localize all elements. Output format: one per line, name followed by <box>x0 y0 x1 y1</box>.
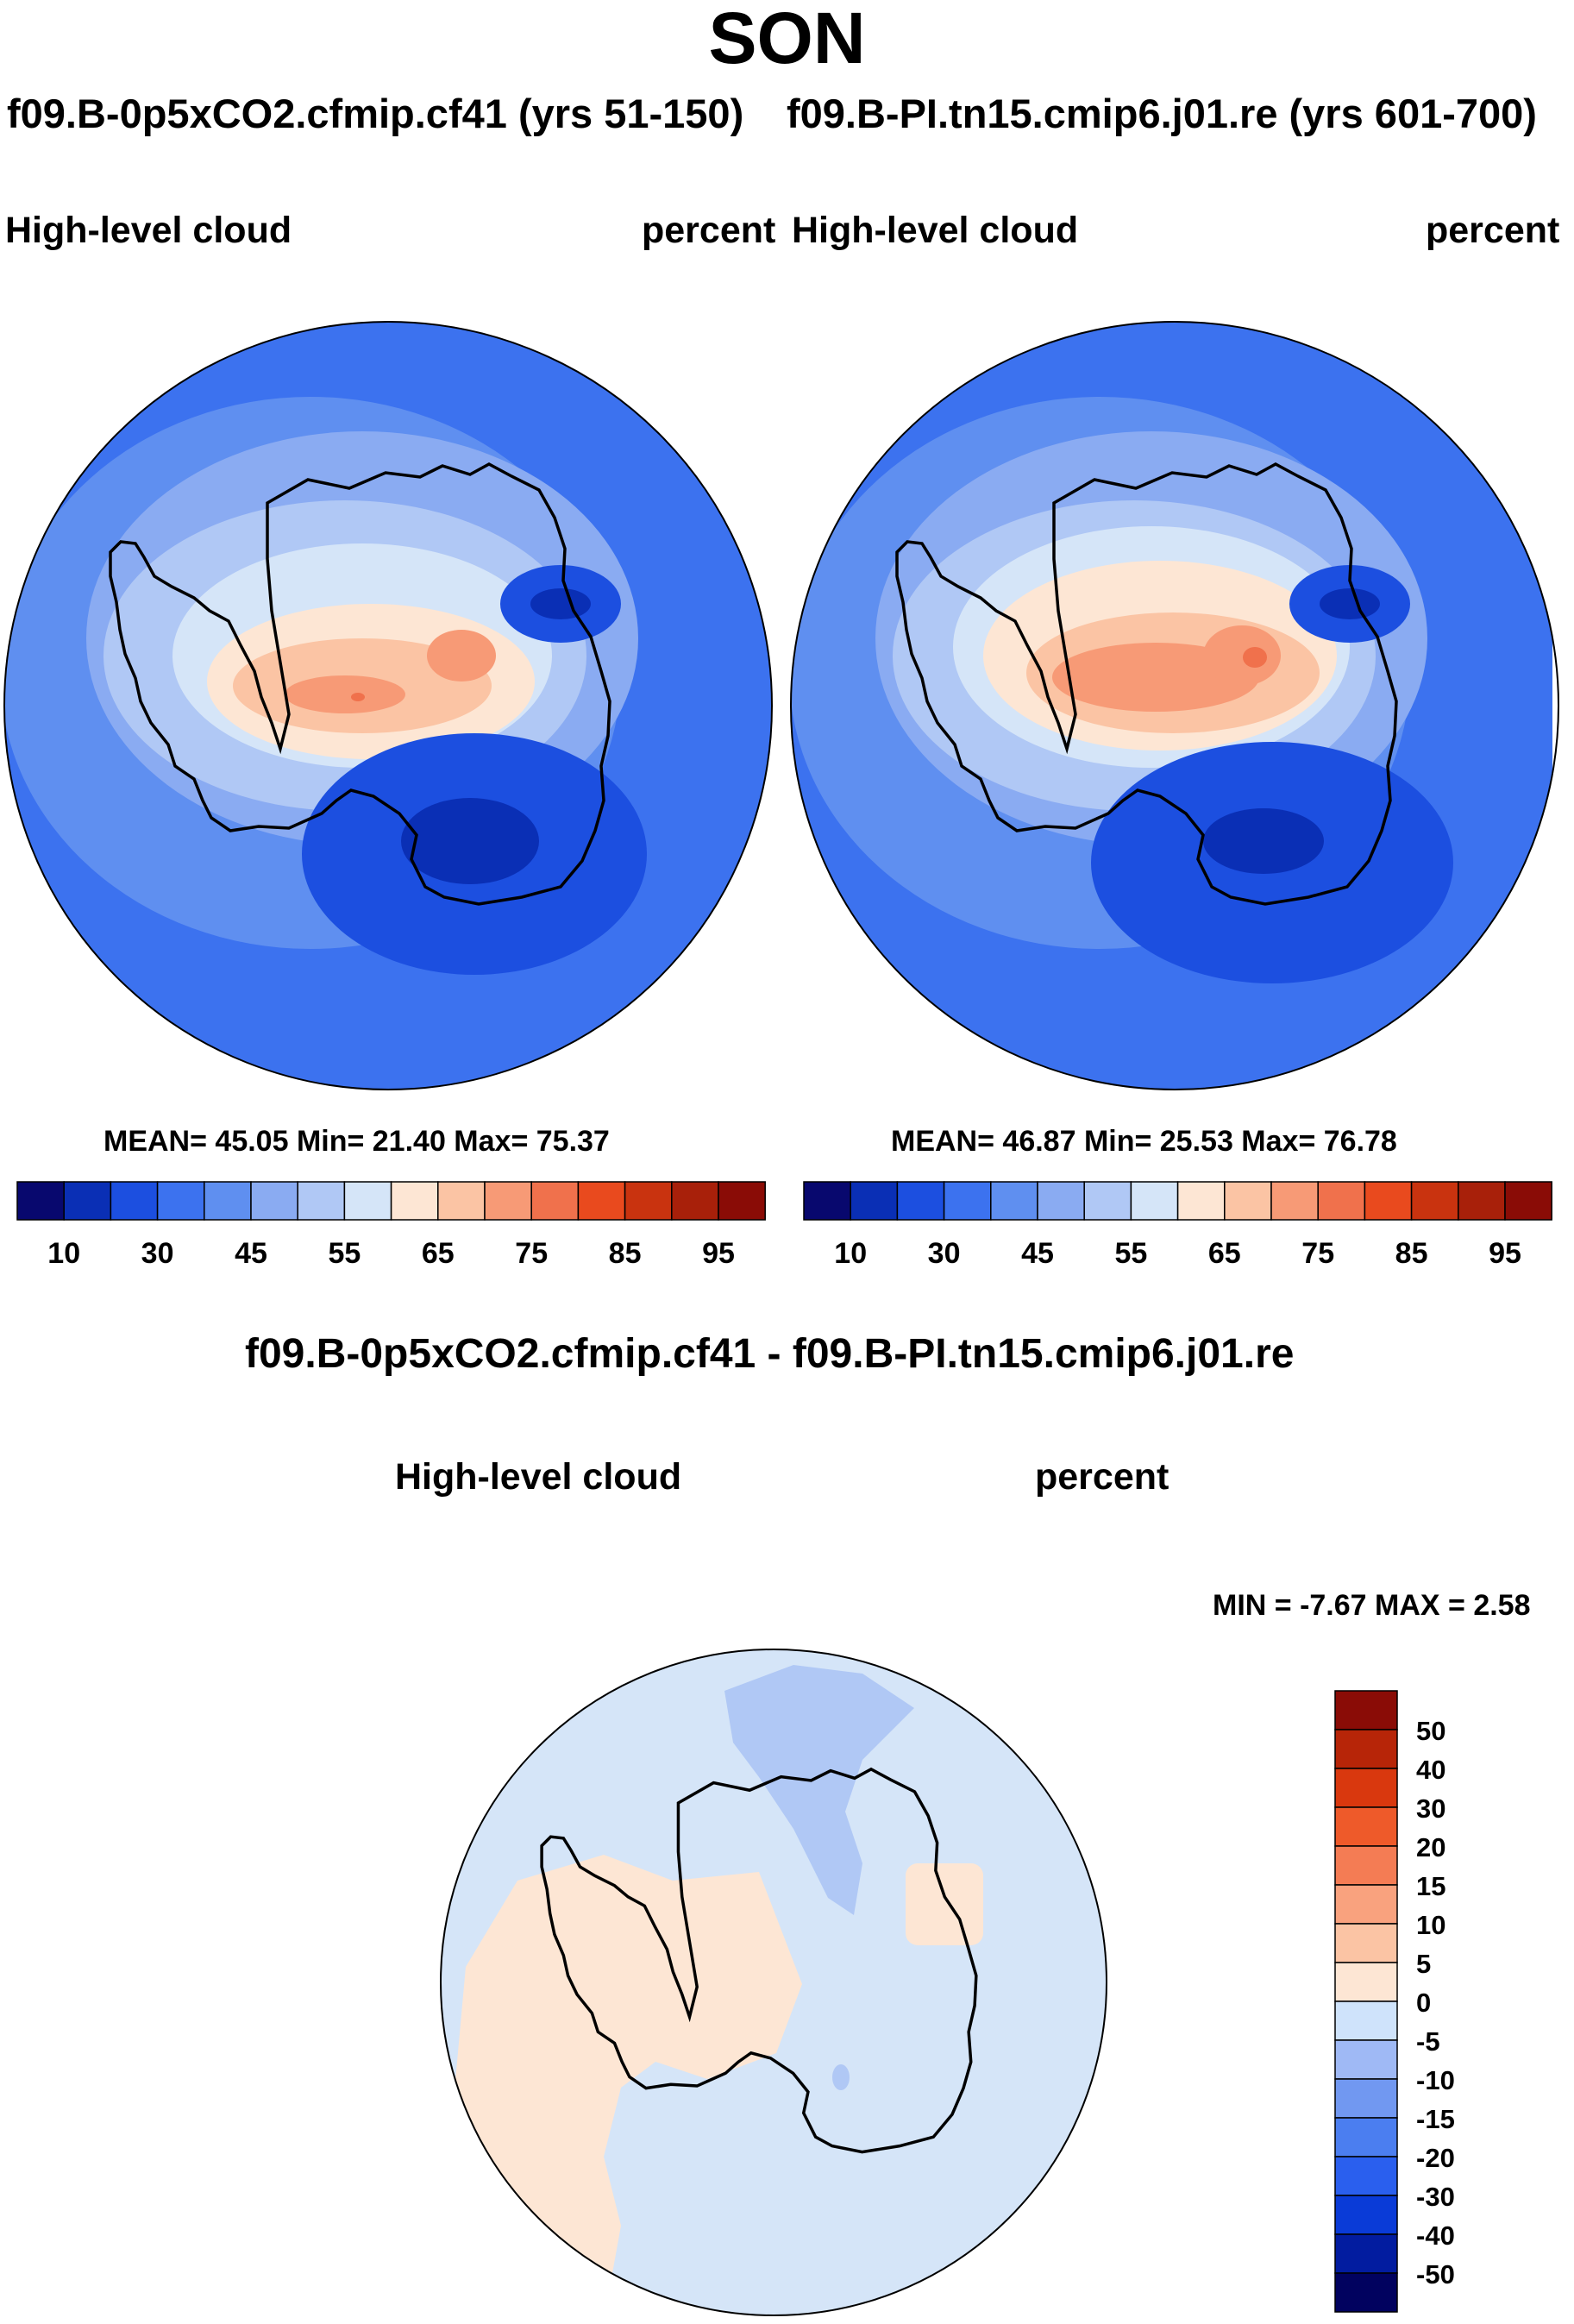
colorbar-swatch <box>1410 1181 1459 1221</box>
colorbar-tick-label: 30 <box>141 1237 174 1270</box>
colorbar-swatch <box>1334 2195 1398 2235</box>
colorbar-swatch <box>530 1181 580 1221</box>
colorbar-tick-label: 15 <box>1416 1871 1445 1901</box>
colorbar-swatch <box>943 1181 992 1221</box>
colorbar-swatch <box>63 1181 112 1221</box>
colorbar-swatch <box>204 1181 252 1221</box>
colorbar-tick-label: -40 <box>1416 2220 1455 2251</box>
colorbar-swatch <box>1334 1806 1398 1847</box>
colorbar-swatch <box>624 1181 673 1221</box>
left-case-title: f09.B-0p5xCO2.cfmip.cf41 (yrs 51-150) <box>7 91 744 136</box>
colorbar-tick-label: -30 <box>1416 2182 1455 2212</box>
colorbar-swatch <box>484 1181 532 1221</box>
right-colorbar: 10 30 45 55 65 75 85 95 <box>803 1181 1552 1270</box>
colorbar-swatch <box>896 1181 945 1221</box>
season-title: SON <box>708 0 866 79</box>
colorbar-swatch <box>1176 1181 1226 1221</box>
colorbar-swatch <box>343 1181 392 1221</box>
colorbar-tick-label: 75 <box>515 1237 548 1270</box>
colorbar-swatch <box>1334 1962 1398 2002</box>
colorbar-swatch <box>1458 1181 1506 1221</box>
colorbar-swatch <box>1334 2039 1398 2080</box>
difference-map <box>440 1649 1107 2316</box>
colorbar-swatch <box>990 1181 1038 1221</box>
colorbar-swatch <box>1334 2272 1398 2313</box>
colorbar-swatch <box>803 1181 851 1221</box>
colorbar-swatch <box>1334 1729 1398 1769</box>
colorbar-swatch <box>1130 1181 1179 1221</box>
colorbar-tick-label: 40 <box>1416 1755 1445 1785</box>
colorbar-tick-label: 55 <box>1114 1237 1147 1270</box>
colorbar-swatch <box>1334 2156 1398 2196</box>
colorbar-swatch <box>1334 1884 1398 1925</box>
colorbar-swatch <box>1334 2078 1398 2119</box>
colorbar-swatch <box>1083 1181 1132 1221</box>
colorbar-tick-label: 10 <box>1416 1910 1445 1940</box>
colorbar-swatch <box>110 1181 159 1221</box>
colorbar-tick-label: -10 <box>1416 2065 1455 2095</box>
colorbar-swatch <box>1334 1690 1398 1730</box>
left-stats: MEAN= 45.05 Min= 21.40 Max= 75.37 <box>103 1125 610 1158</box>
colorbar-swatch <box>297 1181 346 1221</box>
colorbar-tick-label: 55 <box>328 1237 361 1270</box>
colorbar-swatch <box>1364 1181 1413 1221</box>
colorbar-tick-label: 5 <box>1416 1949 1431 1979</box>
colorbar-swatch <box>437 1181 486 1221</box>
colorbar-tick-label: 85 <box>1395 1237 1428 1270</box>
left-map <box>3 321 773 1090</box>
colorbar-tick-label: 75 <box>1301 1237 1334 1270</box>
colorbar-tick-label: 0 <box>1416 1988 1431 2018</box>
colorbar-swatch <box>1334 2117 1398 2158</box>
colorbar-tick-label: 30 <box>928 1237 961 1270</box>
right-stats: MEAN= 46.87 Min= 25.53 Max= 76.78 <box>891 1125 1397 1158</box>
right-map <box>790 321 1559 1090</box>
colorbar-tick-label: 20 <box>1416 1832 1445 1862</box>
colorbar-swatch <box>1334 2233 1398 2274</box>
colorbar-swatch <box>718 1181 766 1221</box>
colorbar-tick-label: 10 <box>834 1237 867 1270</box>
colorbar-tick-label: 65 <box>422 1237 455 1270</box>
colorbar-tick-label: 50 <box>1416 1716 1445 1746</box>
colorbar-swatch <box>1334 1768 1398 1808</box>
colorbar-swatch <box>156 1181 205 1221</box>
colorbar-tick-label: 45 <box>235 1237 267 1270</box>
colorbar-swatch <box>1317 1181 1366 1221</box>
right-case-title: f09.B-PI.tn15.cmip6.j01.re (yrs 601-700) <box>787 91 1537 136</box>
colorbar-swatch <box>250 1181 298 1221</box>
colorbar-swatch <box>1504 1181 1552 1221</box>
colorbar-swatch <box>671 1181 719 1221</box>
diff-variable-label: High-level cloud <box>395 1456 682 1498</box>
colorbar-swatch <box>1270 1181 1319 1221</box>
diff-minmax: MIN = -7.67 MAX = 2.58 <box>1213 1589 1531 1622</box>
colorbar-tick-label: -5 <box>1416 2026 1440 2057</box>
colorbar-swatch <box>1334 1923 1398 1963</box>
left-units-label: percent <box>642 210 776 251</box>
colorbar-tick-label: 65 <box>1208 1237 1241 1270</box>
diff-units-label: percent <box>1035 1456 1170 1498</box>
colorbar-tick-label: 45 <box>1021 1237 1054 1270</box>
colorbar-tick-label: -50 <box>1416 2259 1455 2289</box>
colorbar-tick-label: 30 <box>1416 1793 1445 1824</box>
colorbar-swatch <box>16 1181 65 1221</box>
colorbar-swatch <box>1334 1845 1398 1886</box>
left-variable-label: High-level cloud <box>5 210 292 251</box>
colorbar-tick-label: -15 <box>1416 2104 1455 2134</box>
colorbar-swatch <box>1224 1181 1272 1221</box>
colorbar-tick-label: 95 <box>1489 1237 1521 1270</box>
colorbar-swatch <box>577 1181 626 1221</box>
left-colorbar: 10 30 45 55 65 75 85 95 <box>16 1181 766 1270</box>
colorbar-tick-label: 10 <box>47 1237 80 1270</box>
difference-title: f09.B-0p5xCO2.cfmip.cf41 - f09.B-PI.tn15… <box>245 1331 1295 1377</box>
right-variable-label: High-level cloud <box>792 210 1079 251</box>
colorbar-tick-label: 85 <box>609 1237 642 1270</box>
colorbar-tick-label: -20 <box>1416 2143 1455 2173</box>
colorbar-tick-label: 95 <box>702 1237 735 1270</box>
colorbar-swatch <box>850 1181 899 1221</box>
right-units-label: percent <box>1426 210 1560 251</box>
colorbar-swatch <box>1037 1181 1085 1221</box>
colorbar-swatch <box>1334 2001 1398 2041</box>
colorbar-swatch <box>390 1181 439 1221</box>
